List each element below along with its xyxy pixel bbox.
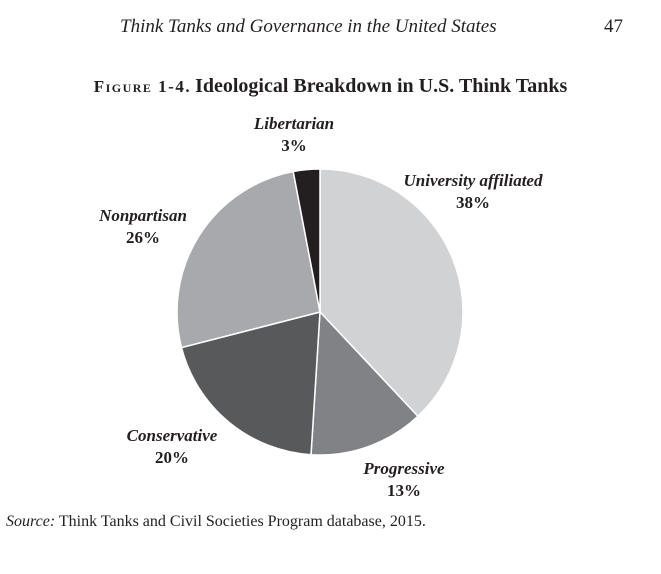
slice-label-libertarian: Libertarian	[253, 114, 334, 133]
page-number: 47	[604, 16, 623, 37]
running-title: Think Tanks and Governance in the United…	[120, 16, 497, 37]
figure-label: Figure 1-4.	[93, 77, 192, 96]
pie-slice-university-affiliated	[319, 168, 464, 418]
pie-slice-conservative	[180, 311, 321, 456]
source-note: Source: Think Tanks and Civil Societies …	[6, 513, 426, 531]
slice-value-progressive: 13%	[387, 481, 421, 500]
slice-value-university-affiliated: 38%	[456, 193, 490, 212]
slice-value-nonpartisan: 26%	[126, 228, 160, 247]
figure-title-text: Ideological Breakdown in U.S. Think Tank…	[195, 75, 568, 97]
pie-slice-nonpartisan	[176, 170, 321, 349]
running-head: Think Tanks and Governance in the United…	[0, 16, 661, 40]
slice-label-university-affiliated: University affiliated	[404, 171, 543, 190]
figure-title: Figure 1-4. Ideological Breakdown in U.S.…	[0, 75, 661, 98]
slice-value-conservative: 20%	[155, 448, 189, 467]
slice-value-libertarian: 3%	[281, 136, 307, 155]
source-text: Think Tanks and Civil Societies Program …	[55, 513, 426, 530]
slice-label-conservative: Conservative	[127, 426, 218, 445]
slice-label-progressive: Progressive	[362, 459, 445, 478]
source-label: Source:	[6, 513, 56, 530]
pie-slice-libertarian	[292, 168, 321, 313]
pie-slice-progressive	[310, 310, 419, 456]
slice-label-nonpartisan: Nonpartisan	[98, 206, 187, 225]
